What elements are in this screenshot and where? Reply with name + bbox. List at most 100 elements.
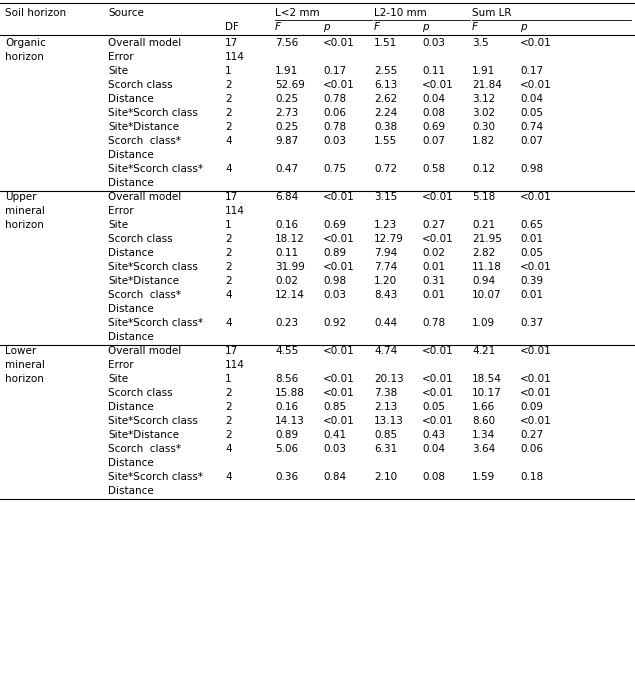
Text: 114: 114: [225, 52, 245, 62]
Text: Site*Scorch class*: Site*Scorch class*: [108, 318, 203, 328]
Text: p: p: [520, 22, 526, 32]
Text: Site*Distance: Site*Distance: [108, 430, 179, 440]
Text: Distance: Distance: [108, 178, 154, 188]
Text: 2.13: 2.13: [374, 402, 398, 412]
Text: 0.36: 0.36: [275, 472, 298, 482]
Text: 4.55: 4.55: [275, 346, 298, 356]
Text: 1.59: 1.59: [472, 472, 495, 482]
Text: 0.74: 0.74: [520, 122, 543, 132]
Text: 0.98: 0.98: [520, 164, 543, 174]
Text: 0.03: 0.03: [422, 38, 445, 48]
Text: 0.92: 0.92: [323, 318, 346, 328]
Text: <0.01: <0.01: [323, 388, 355, 398]
Text: 4: 4: [225, 164, 232, 174]
Text: 2: 2: [225, 262, 232, 272]
Text: 0.25: 0.25: [275, 122, 298, 132]
Text: <0.01: <0.01: [422, 234, 454, 244]
Text: 0.41: 0.41: [323, 430, 346, 440]
Text: <0.01: <0.01: [422, 374, 454, 384]
Text: 2.82: 2.82: [472, 248, 495, 258]
Text: mineral: mineral: [5, 206, 45, 216]
Text: 0.25: 0.25: [275, 94, 298, 104]
Text: 0.69: 0.69: [422, 122, 445, 132]
Text: 7.94: 7.94: [374, 248, 398, 258]
Text: Overall model: Overall model: [108, 346, 181, 356]
Text: <0.01: <0.01: [520, 374, 552, 384]
Text: 2: 2: [225, 402, 232, 412]
Text: 0.05: 0.05: [520, 248, 543, 258]
Text: Distance: Distance: [108, 248, 154, 258]
Text: 0.27: 0.27: [422, 220, 445, 230]
Text: 0.43: 0.43: [422, 430, 445, 440]
Text: <0.01: <0.01: [323, 262, 355, 272]
Text: 0.12: 0.12: [472, 164, 495, 174]
Text: 18.54: 18.54: [472, 374, 502, 384]
Text: 0.05: 0.05: [520, 108, 543, 118]
Text: 9.87: 9.87: [275, 136, 298, 146]
Text: 1: 1: [225, 66, 232, 76]
Text: 7.38: 7.38: [374, 388, 398, 398]
Text: horizon: horizon: [5, 374, 44, 384]
Text: 12.79: 12.79: [374, 234, 404, 244]
Text: 0.37: 0.37: [520, 318, 543, 328]
Text: 2: 2: [225, 122, 232, 132]
Text: 2: 2: [225, 94, 232, 104]
Text: 0.89: 0.89: [323, 248, 346, 258]
Text: 1: 1: [225, 220, 232, 230]
Text: Scorch class: Scorch class: [108, 234, 173, 244]
Text: Distance: Distance: [108, 402, 154, 412]
Text: 7.74: 7.74: [374, 262, 398, 272]
Text: 0.08: 0.08: [422, 472, 445, 482]
Text: p: p: [323, 22, 330, 32]
Text: Scorch class: Scorch class: [108, 388, 173, 398]
Text: 2.62: 2.62: [374, 94, 398, 104]
Text: 0.78: 0.78: [323, 94, 346, 104]
Text: 0.58: 0.58: [422, 164, 445, 174]
Text: 21.95: 21.95: [472, 234, 502, 244]
Text: 0.84: 0.84: [323, 472, 346, 482]
Text: 5.06: 5.06: [275, 444, 298, 454]
Text: 1.34: 1.34: [472, 430, 495, 440]
Text: Error: Error: [108, 52, 133, 62]
Text: 1.91: 1.91: [275, 66, 298, 76]
Text: 0.69: 0.69: [323, 220, 346, 230]
Text: <0.01: <0.01: [422, 388, 454, 398]
Text: 52.69: 52.69: [275, 80, 305, 90]
Text: 15.88: 15.88: [275, 388, 305, 398]
Text: 0.01: 0.01: [520, 234, 543, 244]
Text: 2: 2: [225, 276, 232, 286]
Text: 0.30: 0.30: [472, 122, 495, 132]
Text: Source: Source: [108, 8, 144, 18]
Text: 0.03: 0.03: [323, 290, 346, 300]
Text: 0.05: 0.05: [422, 402, 445, 412]
Text: F: F: [275, 22, 281, 32]
Text: Distance: Distance: [108, 150, 154, 160]
Text: 0.03: 0.03: [323, 136, 346, 146]
Text: 4.21: 4.21: [472, 346, 495, 356]
Text: 0.06: 0.06: [520, 444, 543, 454]
Text: <0.01: <0.01: [520, 416, 552, 426]
Text: <0.01: <0.01: [520, 192, 552, 202]
Text: 2.10: 2.10: [374, 472, 397, 482]
Text: <0.01: <0.01: [323, 234, 355, 244]
Text: horizon: horizon: [5, 220, 44, 230]
Text: 0.01: 0.01: [520, 290, 543, 300]
Text: 1: 1: [225, 374, 232, 384]
Text: 0.38: 0.38: [374, 122, 397, 132]
Text: 4: 4: [225, 318, 232, 328]
Text: 3.64: 3.64: [472, 444, 495, 454]
Text: Sum LR: Sum LR: [472, 8, 512, 18]
Text: Site*Distance: Site*Distance: [108, 276, 179, 286]
Text: 3.12: 3.12: [472, 94, 495, 104]
Text: <0.01: <0.01: [520, 38, 552, 48]
Text: 4: 4: [225, 136, 232, 146]
Text: 1.09: 1.09: [472, 318, 495, 328]
Text: 10.07: 10.07: [472, 290, 502, 300]
Text: Site: Site: [108, 374, 128, 384]
Text: 20.13: 20.13: [374, 374, 404, 384]
Text: 0.04: 0.04: [422, 94, 445, 104]
Text: 12.14: 12.14: [275, 290, 305, 300]
Text: Site: Site: [108, 66, 128, 76]
Text: 21.84: 21.84: [472, 80, 502, 90]
Text: horizon: horizon: [5, 52, 44, 62]
